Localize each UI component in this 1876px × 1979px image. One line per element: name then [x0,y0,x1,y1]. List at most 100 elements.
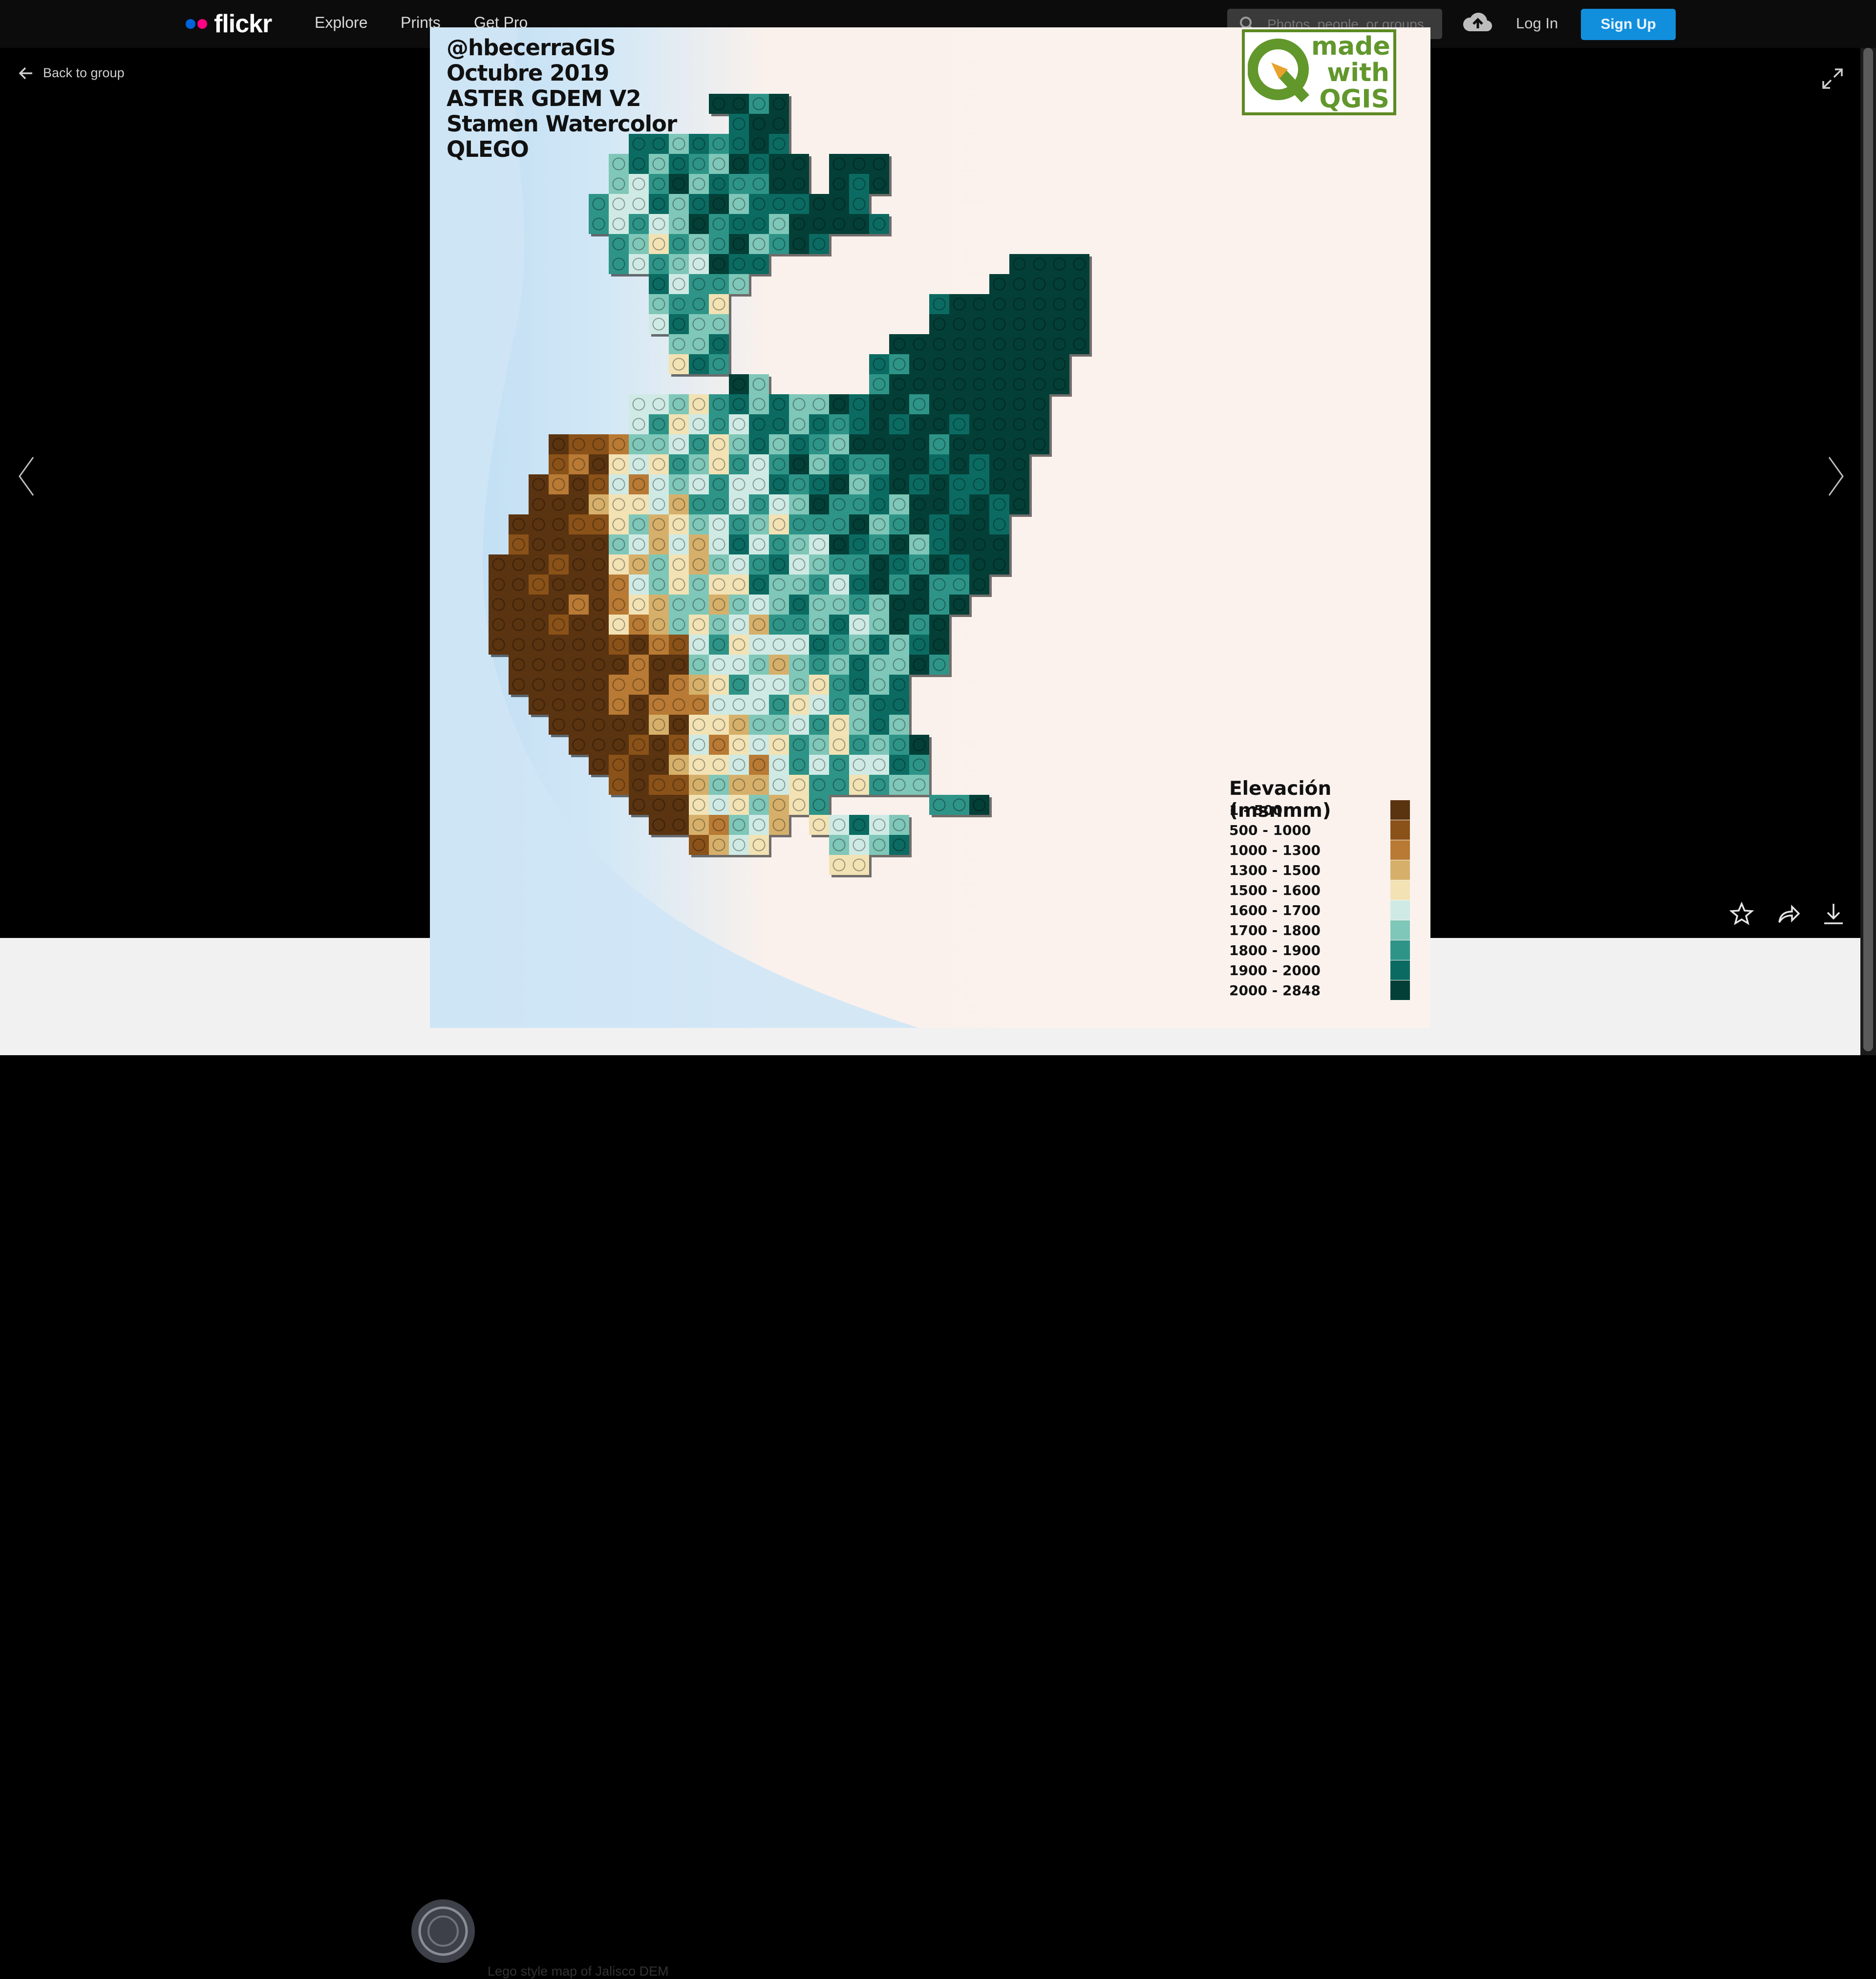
avatar[interactable] [411,1899,475,1963]
brick-stud [592,478,605,491]
brick-stud [592,678,605,691]
brick-stud [632,738,645,751]
brick-stud [812,798,826,811]
favorite-star-icon[interactable] [1729,902,1754,926]
brick-stud [712,678,725,691]
brick-stud [893,338,906,351]
legend-label: 1500 - 1600 [1229,882,1321,898]
brick-stud [993,378,1006,391]
brick-stud [592,758,605,771]
brick-stud [913,778,926,791]
brick-stud [772,137,786,150]
brick-stud [913,378,926,391]
brick-stud [853,618,866,631]
brick-stud [853,518,866,531]
brick-stud [552,438,565,451]
brick-stud [552,598,565,611]
brick-stud [913,458,926,471]
brick-stud [712,638,725,651]
brick-stud [652,818,665,831]
brick-stud [732,378,746,391]
brick-stud [752,97,766,110]
brick-stud [893,438,906,451]
brick-stud [692,217,705,231]
back-to-group-link[interactable]: Back to group [19,65,125,81]
brick-stud [492,618,505,631]
login-link[interactable]: Log In [1516,15,1558,32]
brick-stud [512,558,525,571]
brick-stud [1013,498,1026,511]
brick-stud [853,538,866,551]
brick-stud [692,838,705,851]
brick-stud [572,578,585,591]
brick-stud [1013,378,1026,391]
brick-stud [913,738,926,751]
brick-stud [1013,338,1026,351]
brick-stud [792,718,806,731]
brick-stud [832,618,846,631]
brick-stud [792,177,806,191]
brick-stud [953,358,966,371]
brick-stud [532,498,545,511]
brick-stud [512,678,525,691]
brick-stud [913,338,926,351]
brick-stud [612,498,625,511]
legend-row: 500 - 1000 [1229,820,1415,840]
brick-stud [732,738,746,751]
brick-stud [772,778,786,791]
next-photo-icon[interactable] [1826,454,1846,498]
brick-stud [752,398,766,411]
previous-photo-icon[interactable] [17,454,36,498]
brick-stud [652,618,665,631]
brick-stud [772,518,786,531]
upload-cloud-icon[interactable] [1461,7,1495,36]
brick-stud [712,217,725,231]
brick-stud [752,678,766,691]
brick-stud [712,758,725,771]
fullscreen-icon[interactable] [1821,67,1844,90]
legend-row: 1300 - 1500 [1229,860,1415,880]
brick-stud [853,398,866,411]
brick-stud [873,157,886,170]
brick-stud [893,698,906,711]
brick-stud [612,458,625,471]
brick-stud [832,438,846,451]
brick-stud [1013,318,1026,331]
brick-stud [812,558,826,571]
brick-stud [732,117,746,130]
brick-stud [732,598,746,611]
scrollbar-thumb[interactable] [1863,48,1873,1051]
brick-stud [1013,277,1026,291]
brick-stud [672,458,685,471]
brick-stud [652,197,665,211]
brick-stud [853,718,866,731]
brick-stud [712,818,725,831]
brick-stud [592,738,605,751]
brick-stud [712,558,725,571]
brick-stud [1013,398,1026,411]
brick-stud [552,638,565,651]
brick-stud [732,518,746,531]
brick-stud [672,498,685,511]
share-icon[interactable] [1776,902,1801,926]
brick-stud [592,558,605,571]
brick-stud [893,678,906,691]
brick-stud [792,618,806,631]
download-icon[interactable] [1821,902,1846,926]
brick-stud [792,418,806,431]
brick-stud [853,698,866,711]
scrollbar[interactable] [1860,48,1876,1055]
brick-stud [532,698,545,711]
brick-stud [832,638,846,651]
brick-stud [873,558,886,571]
nav-explore[interactable]: Explore [315,14,368,31]
signup-button[interactable]: Sign Up [1581,9,1676,40]
brick-stud [832,598,846,611]
brick-stud [812,478,826,491]
brick-stud [812,518,826,531]
brick-stud [873,818,886,831]
flickr-logo[interactable]: flickr [186,9,272,39]
brick-stud [953,578,966,591]
brick-stud [732,237,746,251]
brick-stud [792,458,806,471]
